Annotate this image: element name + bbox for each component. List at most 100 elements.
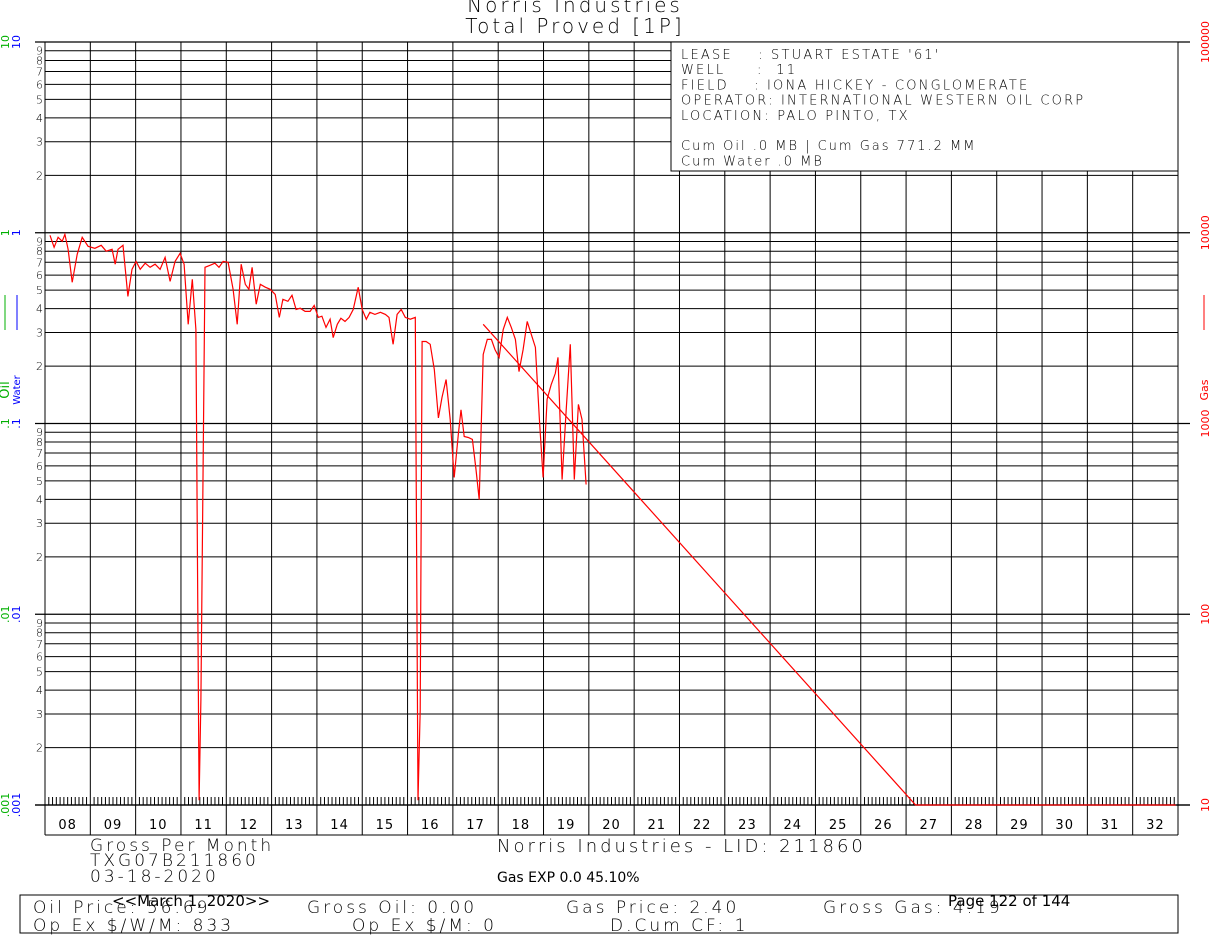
info-line: FIELD : IONA HICKEY - CONGLOMERATE bbox=[681, 78, 1029, 93]
y2-tick-label: .01 bbox=[10, 606, 23, 624]
minor-tick-label: 4 bbox=[36, 493, 43, 506]
footer-page: Page 122 of 144 bbox=[948, 892, 1070, 910]
footer-row2: Op Ex $/W/M: 833 bbox=[33, 916, 234, 935]
x-tick-label: 15 bbox=[376, 818, 395, 833]
x-tick-label: 10 bbox=[149, 818, 168, 833]
footer-as-of: <<March 1, 2020>> bbox=[112, 892, 270, 910]
x-tick-label: 12 bbox=[240, 818, 259, 833]
y-tick-label: 1000 bbox=[1199, 410, 1210, 438]
info-box bbox=[670, 41, 1179, 172]
x-tick-label: 18 bbox=[512, 818, 531, 833]
x-tick-label: 26 bbox=[874, 818, 893, 833]
minor-tick-label: 7 bbox=[36, 638, 43, 651]
footer-row1: Gross Gas: 4.19 bbox=[823, 898, 1003, 918]
minor-tick-label: 7 bbox=[36, 256, 43, 269]
minor-tick-label: 3 bbox=[36, 326, 43, 339]
x-tick-label: 30 bbox=[1055, 818, 1074, 833]
x-tick-label: 28 bbox=[965, 818, 984, 833]
cum-line: Cum Oil .0 MB | Cum Gas 771.2 MM bbox=[681, 139, 976, 154]
y-tick-label: 10000 bbox=[1199, 215, 1210, 250]
x-tick-label: 31 bbox=[1101, 818, 1120, 833]
minor-tick-label: 3 bbox=[36, 708, 43, 721]
minor-tick-label: 7 bbox=[36, 447, 43, 460]
minor-tick-label: 6 bbox=[36, 460, 43, 473]
minor-tick-label: 2 bbox=[36, 169, 43, 182]
x-tick-label: 17 bbox=[466, 818, 485, 833]
footer-id: TXG07B211860 bbox=[90, 851, 259, 871]
minor-tick-label: 8 bbox=[36, 627, 43, 640]
minor-tick-label: 2 bbox=[36, 551, 43, 564]
footer-row1: Gas Price: 2.40 bbox=[566, 898, 739, 918]
x-tick-label: 25 bbox=[829, 818, 848, 833]
y2-tick-label: .1 bbox=[10, 418, 23, 429]
x-tick-label: 14 bbox=[330, 818, 349, 833]
footer-row2: D.Cum CF: 1 bbox=[610, 916, 748, 935]
footer-row1: Oil Price: 56.69 bbox=[33, 898, 211, 918]
minor-tick-label: 9 bbox=[36, 426, 43, 439]
y-tick-label: 10 bbox=[1199, 798, 1210, 812]
minor-tick-label: 3 bbox=[36, 136, 43, 149]
x-tick-label: 29 bbox=[1010, 818, 1029, 833]
y2-tick-label: .1 bbox=[0, 418, 12, 429]
footer-company: Norris Industries - LID: 211860 bbox=[497, 836, 866, 857]
minor-tick-label: 6 bbox=[36, 269, 43, 282]
minor-tick-label: 7 bbox=[36, 66, 43, 79]
minor-tick-label: 2 bbox=[36, 742, 43, 755]
x-tick-label: 32 bbox=[1146, 818, 1165, 833]
y-tick-label: 100000 bbox=[1199, 21, 1210, 63]
minor-tick-label: 4 bbox=[36, 112, 43, 125]
info-line: WELL : 11 bbox=[681, 63, 797, 78]
minor-tick-label: 5 bbox=[36, 93, 43, 106]
footer-row2: Op Ex $/M: 0 bbox=[352, 916, 497, 935]
x-tick-label: 24 bbox=[784, 818, 803, 833]
footer-date: 03-18-2020 bbox=[90, 867, 219, 887]
minor-tick-label: 3 bbox=[36, 517, 43, 530]
chart-subtitle: Total Proved [1P] bbox=[465, 14, 684, 38]
chart-title: Norris Industries bbox=[467, 0, 683, 17]
info-line: LOCATION: PALO PINTO, TX bbox=[681, 109, 910, 124]
minor-tick-label: 4 bbox=[36, 303, 43, 316]
minor-tick-label: 5 bbox=[36, 284, 43, 297]
minor-tick-label: 8 bbox=[36, 54, 43, 67]
y2-tick-label: .001 bbox=[0, 793, 12, 818]
footer-gas-exp: Gas EXP 0.0 45.10% bbox=[497, 870, 640, 886]
x-tick-label: 19 bbox=[557, 818, 576, 833]
minor-tick-label: 8 bbox=[36, 245, 43, 258]
y2-tick-label: 10 bbox=[0, 35, 12, 49]
minor-tick-label: 9 bbox=[36, 235, 43, 248]
x-tick-label: 11 bbox=[194, 818, 213, 833]
x-tick-label: 20 bbox=[602, 818, 621, 833]
footer-basis: Gross Per Month bbox=[90, 836, 274, 856]
minor-tick-label: 4 bbox=[36, 684, 43, 697]
x-tick-label: 27 bbox=[919, 818, 938, 833]
cum-line: Cum Water .0 MB bbox=[681, 155, 824, 170]
x-tick-label: 13 bbox=[285, 818, 304, 833]
x-tick-label: 21 bbox=[648, 818, 667, 833]
x-tick-label: 16 bbox=[421, 818, 440, 833]
minor-tick-label: 5 bbox=[36, 666, 43, 679]
y-tick-label: 100 bbox=[1199, 604, 1210, 625]
footer-row1: Gross Oil: 0.00 bbox=[307, 898, 477, 918]
y2-tick-label: .001 bbox=[10, 793, 23, 818]
minor-tick-label: 6 bbox=[36, 651, 43, 664]
info-line: OPERATOR: INTERNATIONAL WESTERN OIL CORP bbox=[681, 94, 1085, 109]
gas-line bbox=[482, 323, 1176, 806]
minor-tick-label: 8 bbox=[36, 436, 43, 449]
right-axis-title: Gas bbox=[1198, 379, 1210, 400]
left-axis-title: Water bbox=[12, 374, 23, 404]
x-tick-label: 09 bbox=[104, 818, 123, 833]
minor-tick-label: 5 bbox=[36, 475, 43, 488]
x-tick-label: 22 bbox=[693, 818, 712, 833]
y2-tick-label: 10 bbox=[10, 35, 23, 49]
y2-tick-label: 1 bbox=[0, 229, 12, 236]
minor-tick-label: 9 bbox=[36, 617, 43, 630]
x-tick-label: 08 bbox=[58, 818, 77, 833]
minor-tick-label: 9 bbox=[36, 45, 43, 58]
left-axis-title: Oil bbox=[0, 381, 13, 398]
info-line: LEASE : STUART ESTATE '61' bbox=[681, 48, 941, 63]
y2-tick-label: 1 bbox=[10, 229, 23, 236]
y2-tick-label: .01 bbox=[0, 606, 12, 624]
minor-tick-label: 2 bbox=[36, 360, 43, 373]
minor-tick-label: 6 bbox=[36, 78, 43, 91]
